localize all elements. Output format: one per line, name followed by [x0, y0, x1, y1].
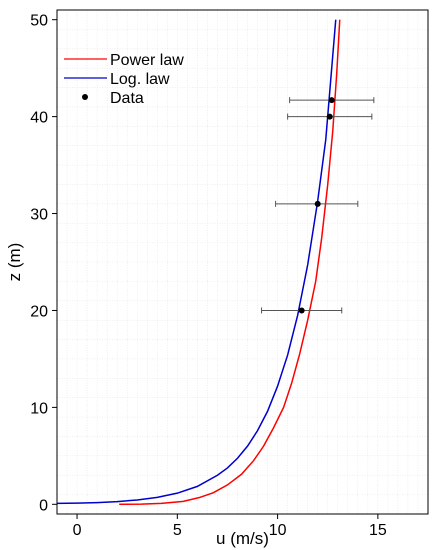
x-tick-label: 0 [73, 522, 82, 539]
data-point [326, 113, 333, 120]
plot-frame [56, 9, 429, 515]
legend-label-log-law: Log. law [110, 71, 170, 88]
legend-swatch-data [82, 94, 88, 100]
data-point [298, 307, 305, 314]
axis-ticks: 0 5 10 15 0 10 20 30 40 50 [30, 13, 387, 539]
series-lines [56, 19, 341, 506]
y-tick-label: 30 [30, 207, 48, 224]
y-tick-label: 10 [30, 400, 48, 417]
x-tick-label: 15 [369, 522, 387, 539]
x-tick-label: 5 [173, 522, 182, 539]
legend-label-data: Data [110, 90, 144, 107]
x-axis-label: u (m/s) [216, 529, 269, 548]
y-tick-label: 0 [39, 497, 48, 514]
y-tick-label: 40 [30, 110, 48, 127]
data-point [314, 200, 321, 207]
data-point [328, 97, 335, 104]
data-points [298, 97, 335, 314]
y-axis-label: z (m) [5, 243, 24, 282]
series-line-log-law [56, 19, 337, 505]
legend: Power law Log. law Data [64, 52, 184, 107]
series-line-power-law [119, 19, 341, 506]
legend-label-power-law: Power law [110, 52, 184, 69]
x-tick-label: 10 [269, 522, 287, 539]
y-tick-label: 20 [30, 303, 48, 320]
y-tick-label: 50 [30, 13, 48, 30]
